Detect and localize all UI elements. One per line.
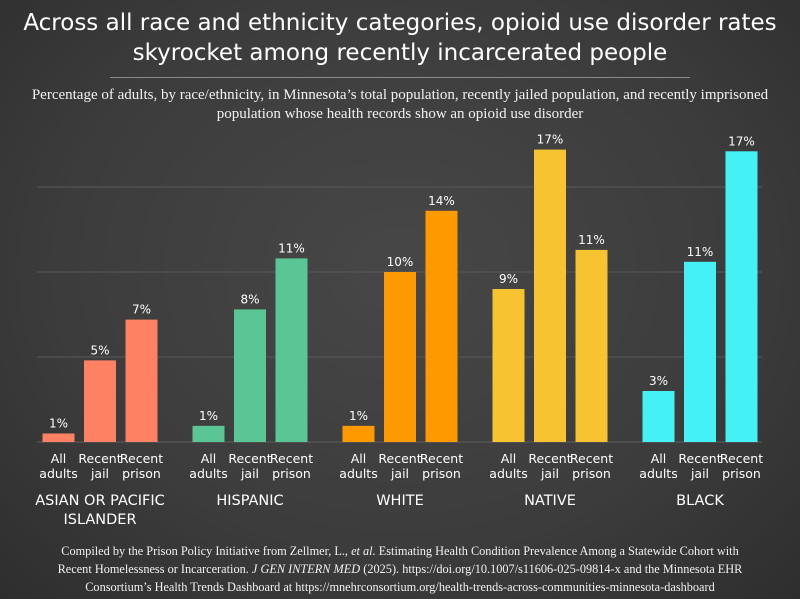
group-label: ASIAN OR PACIFIC	[35, 493, 165, 509]
tick-label: prison	[122, 466, 161, 481]
data-label: 17%	[728, 134, 755, 148]
data-label: 8%	[240, 292, 259, 306]
tick-label: All	[51, 451, 67, 466]
tick-label: Recent	[78, 451, 121, 466]
group-label: WHITE	[376, 493, 424, 509]
tick-label: Recent	[570, 451, 613, 466]
data-label: 17%	[537, 133, 564, 147]
data-label: 1%	[349, 409, 368, 423]
data-label: 10%	[387, 255, 414, 269]
title-divider	[110, 77, 690, 78]
chart-title: Across all race and ethnicity categories…	[23, 10, 777, 66]
tick-label: Recent	[120, 451, 163, 466]
tick-label: prison	[422, 466, 461, 481]
bar	[575, 249, 608, 442]
source-text: Estimating Health Condition Prevalence A…	[375, 544, 739, 558]
group-label: HISPANIC	[216, 493, 283, 509]
tick-label: Recent	[528, 451, 571, 466]
tick-label: Recent	[378, 451, 421, 466]
bar	[492, 289, 525, 442]
tick-label: Recent	[228, 451, 271, 466]
source-text: (2025). https://doi.org/10.1007/s11606-0…	[360, 562, 743, 576]
data-label: 14%	[428, 194, 455, 208]
data-label: 11%	[578, 233, 605, 247]
tick-label: Recent	[720, 451, 763, 466]
data-label: 11%	[687, 245, 714, 259]
tick-label: All	[501, 451, 517, 466]
bar	[42, 433, 75, 442]
source-text: Compiled by the Prison Policy Initiative…	[61, 544, 352, 558]
data-label: 11%	[278, 241, 305, 255]
bar	[84, 360, 116, 442]
tick-label: jail	[690, 466, 709, 481]
tick-label: adults	[39, 466, 77, 481]
tick-label: All	[351, 451, 367, 466]
bar	[425, 210, 458, 442]
tick-label: Recent	[270, 451, 313, 466]
tick-label: prison	[272, 466, 311, 481]
bar	[192, 425, 225, 442]
tick-label: jail	[240, 466, 259, 481]
bar	[725, 151, 758, 443]
source-text: Consortium’s Health Trends Dashboard at …	[85, 580, 715, 594]
bar	[275, 258, 308, 442]
journal-name: J GEN INTERN MED	[251, 562, 361, 576]
tick-label: prison	[722, 466, 761, 481]
tick-label: prison	[572, 466, 611, 481]
tick-label: jail	[540, 466, 559, 481]
tick-label: jail	[390, 466, 409, 481]
bar	[384, 272, 416, 442]
data-label: 1%	[49, 417, 68, 431]
bar	[534, 149, 566, 442]
tick-label: All	[651, 451, 667, 466]
tick-label: adults	[489, 466, 527, 481]
tick-label: adults	[639, 466, 677, 481]
tick-label: Recent	[678, 451, 721, 466]
source-text: et al.	[351, 544, 376, 558]
tick-label: Recent	[420, 451, 463, 466]
data-label: 9%	[499, 272, 518, 286]
group-label: BLACK	[676, 493, 724, 509]
data-label: 7%	[132, 303, 151, 317]
group-label: NATIVE	[524, 493, 576, 509]
tick-label: adults	[339, 466, 377, 481]
data-label: 3%	[649, 374, 668, 388]
data-label: 5%	[90, 343, 109, 357]
source-text: Recent Homelessness or Incarceration.	[57, 562, 252, 576]
bar	[684, 261, 716, 442]
data-label: 1%	[199, 409, 218, 423]
tick-label: adults	[189, 466, 227, 481]
chart-subtitle: Percentage of adults, by race/ethnicity,…	[31, 87, 769, 122]
bar	[234, 309, 266, 442]
bar	[642, 391, 675, 442]
bar	[125, 319, 158, 442]
tick-label: jail	[90, 466, 109, 481]
group-label: ISLANDER	[63, 512, 136, 528]
bar	[342, 425, 375, 442]
source-note: Compiled by the Prison Policy Initiative…	[0, 542, 800, 596]
tick-label: All	[201, 451, 217, 466]
